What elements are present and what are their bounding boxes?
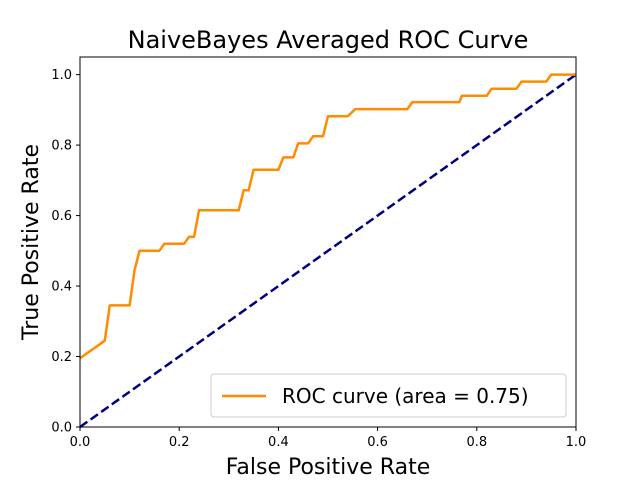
- y-axis-ticks: 0.0 0.2 0.4 0.6 0.8 1.0: [51, 68, 80, 436]
- roc-curve-line: [79, 73, 576, 360]
- plot-frame: [79, 56, 577, 428]
- legend-label-roc: ROC curve (area = 0.75): [282, 384, 529, 408]
- y-tick-label: 0.0: [51, 421, 72, 436]
- x-tick-label: 1.0: [566, 435, 587, 450]
- y-tick-label: 0.2: [51, 350, 72, 365]
- chart-title: NaiveBayes Averaged ROC Curve: [128, 26, 529, 54]
- x-axis-ticks: 0.0 0.2 0.4 0.6 0.8 1.0: [70, 427, 587, 450]
- y-tick-label: 0.6: [51, 209, 72, 224]
- x-tick-label: 0.4: [268, 435, 289, 450]
- plot-content: [79, 73, 577, 429]
- legend: ROC curve (area = 0.75): [210, 373, 567, 418]
- y-axis-label: True Positive Rate: [19, 144, 44, 341]
- x-axis-label: False Positive Rate: [226, 455, 430, 480]
- legend-box: [210, 373, 567, 418]
- x-tick-label: 0.8: [466, 435, 487, 450]
- y-tick-label: 1.0: [51, 68, 72, 83]
- y-tick-label: 0.4: [51, 280, 72, 295]
- x-tick-label: 0.0: [70, 435, 91, 450]
- chance-line: [79, 73, 577, 429]
- x-tick-label: 0.6: [367, 435, 388, 450]
- y-tick-label: 0.8: [51, 139, 72, 154]
- x-tick-label: 0.2: [169, 435, 190, 450]
